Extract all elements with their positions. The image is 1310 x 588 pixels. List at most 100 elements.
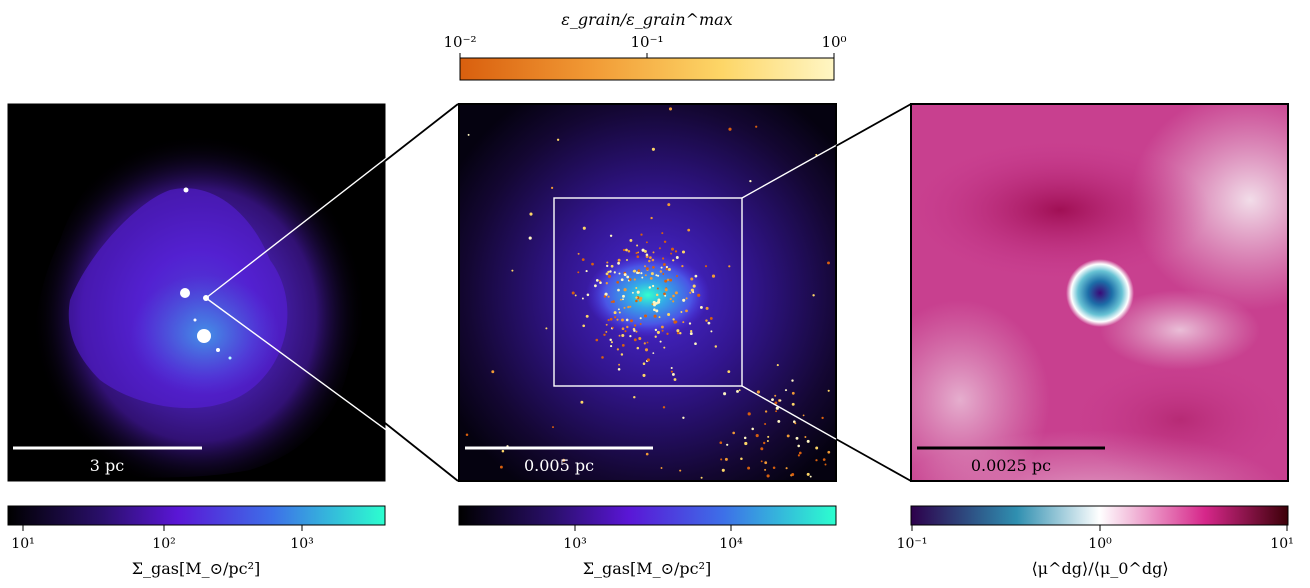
dust-grain (627, 249, 631, 253)
dust-grain (650, 216, 653, 220)
dust-grain (622, 294, 625, 298)
dust-grain (656, 330, 660, 334)
dust-grain (697, 293, 701, 297)
dust-grain (637, 269, 641, 273)
dust-grain (728, 265, 731, 268)
dust-grain (679, 331, 682, 335)
dust-grain (764, 468, 767, 471)
dust-grain (613, 311, 617, 315)
dust-grain (603, 295, 607, 298)
top-colorbar-tick-label: 10⁻¹ (630, 33, 663, 51)
dust-grain (658, 316, 661, 319)
colorbar-tick-label: 10⁰ (1088, 536, 1112, 552)
dust-grain (711, 274, 716, 278)
dust-grain (627, 305, 630, 309)
dust-grain (625, 318, 629, 322)
colorbar-label: Σ_gas[M_⊙/pc²] (132, 559, 261, 578)
dust-grain (577, 252, 580, 255)
dust-grain (661, 257, 665, 260)
colorbar-tick-label: 10¹ (1270, 536, 1293, 552)
dust-grain (643, 342, 646, 345)
dust-grain (672, 259, 675, 262)
dust-grain (671, 372, 675, 376)
dust-grain (736, 389, 739, 393)
dust-grain (802, 414, 805, 417)
dust-grain (635, 296, 638, 299)
dust-grain (607, 295, 610, 298)
dust-grain (648, 286, 652, 289)
dust-grain (705, 319, 708, 322)
dust-grain (610, 301, 613, 303)
colorbar-tick-label: 10² (152, 536, 175, 552)
dust-grain (605, 272, 609, 276)
dust-grain (720, 458, 723, 461)
dust-grain (574, 294, 577, 297)
top-colorbar-tick-label: 10⁰ (821, 33, 846, 51)
dust-grain (672, 300, 675, 303)
dust-grain (669, 278, 673, 282)
dust-grain (591, 262, 594, 266)
dust-grain (724, 457, 728, 461)
dust-grain (774, 401, 778, 405)
dust-grain (629, 305, 632, 308)
dust-grain (660, 467, 663, 469)
dust-grain (676, 275, 678, 277)
dust-grain (610, 345, 613, 348)
dust-grain (714, 345, 718, 348)
dust-grain (744, 441, 748, 446)
dust-grain (772, 466, 776, 470)
dust-grain (649, 256, 652, 259)
dust-grain (721, 468, 725, 472)
dust-grain (645, 253, 649, 257)
dust-grain (777, 419, 781, 423)
dust-grain (704, 265, 708, 268)
dust-grain (617, 368, 621, 371)
dust-grain (699, 305, 703, 309)
dust-grain (633, 324, 637, 327)
dust-grain (797, 444, 800, 448)
dust-grain (824, 463, 827, 466)
star-cluster (180, 288, 190, 298)
dust-grain (556, 138, 560, 141)
star (228, 356, 232, 360)
dust-grain (771, 398, 774, 402)
dust-grain (689, 332, 693, 336)
dust-grain (747, 412, 751, 416)
dust-grain (603, 333, 606, 337)
dust-grain (635, 299, 638, 303)
dust-grain (652, 265, 655, 269)
dust-grain (809, 475, 812, 478)
colorbar-tick-label: 10⁴ (719, 536, 743, 552)
dust-grain (667, 267, 671, 272)
dust-grain (700, 476, 703, 479)
dust-grain (612, 300, 615, 303)
dust-grain (605, 330, 608, 333)
dust-grain (644, 265, 646, 268)
dust-grain (621, 327, 625, 331)
dust-grain (609, 338, 612, 342)
central-sink (1066, 259, 1134, 327)
top-colorbar-tick-label: 10⁻² (443, 33, 476, 51)
dust-grains (465, 107, 831, 479)
dust-grain (581, 297, 584, 300)
dust-grain (671, 247, 674, 251)
dust-grain (630, 319, 633, 323)
dust-grain (562, 458, 566, 462)
dust-grain (609, 317, 613, 321)
dust-grain (633, 269, 637, 273)
dust-grain (812, 294, 815, 297)
dust-grain (633, 395, 636, 399)
zoom-box (553, 197, 743, 387)
top-colorbar-ticks (459, 53, 835, 58)
dust-grain (635, 287, 638, 289)
dust-grain (605, 323, 608, 326)
dust-grain (689, 291, 692, 294)
dust-grain (586, 293, 590, 297)
dust-grain (604, 293, 607, 296)
dust-grain (617, 288, 620, 292)
left-colorbar: 10¹ 10² 10³ Σ_gas[M_⊙/pc²] (7, 505, 386, 578)
scalebar-label: 0.005 pc (524, 456, 594, 475)
dust-grain (719, 441, 723, 445)
dust-grain (669, 297, 672, 301)
dust-grain (791, 402, 795, 406)
